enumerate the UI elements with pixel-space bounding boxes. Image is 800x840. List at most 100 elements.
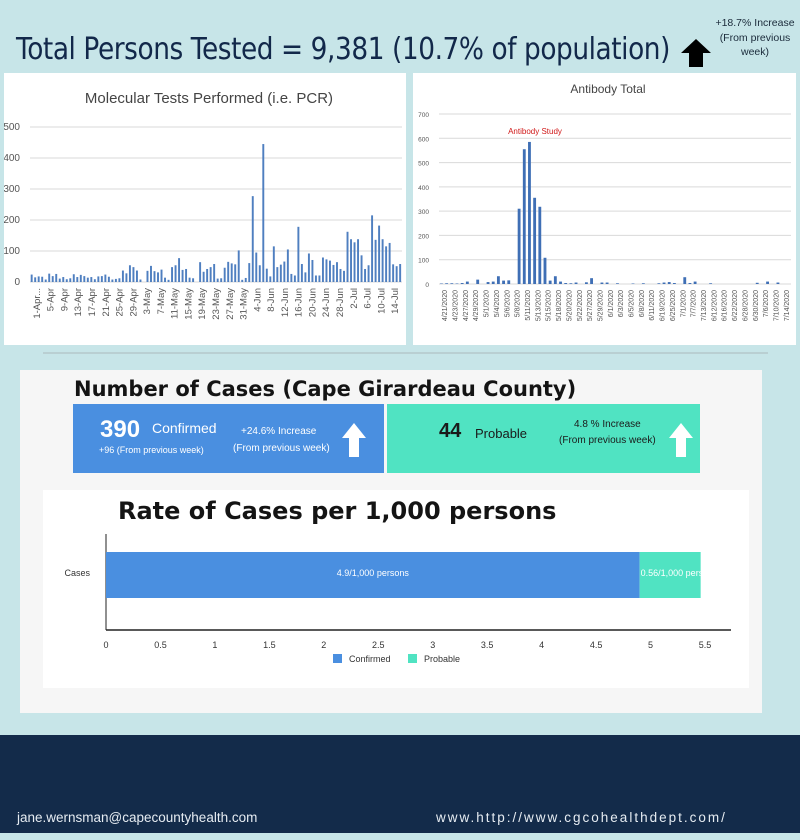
bar bbox=[188, 277, 191, 282]
x-tick-label: 11-May bbox=[170, 288, 181, 319]
bar bbox=[44, 279, 47, 282]
bar bbox=[564, 283, 568, 284]
bar bbox=[460, 283, 464, 284]
bar bbox=[167, 279, 170, 282]
y-tick-label: 0 bbox=[425, 282, 429, 289]
bar bbox=[667, 282, 671, 284]
x-tick-label: 5/27/2020 bbox=[587, 290, 594, 321]
bar bbox=[69, 278, 72, 282]
bar bbox=[693, 281, 697, 284]
bar bbox=[202, 271, 205, 282]
x-tick-label: 14-Jul bbox=[390, 288, 401, 314]
bar bbox=[48, 273, 51, 282]
probable-box: 44 Probable 4.8 % Increase (From previou… bbox=[387, 404, 700, 473]
divider bbox=[43, 352, 768, 354]
antibody-chart-panel: Antibody Total 0 100 200 300 400 500 600 700 4/21… bbox=[413, 73, 796, 345]
bar bbox=[392, 264, 395, 282]
probable-count: 44 bbox=[439, 420, 462, 442]
bar bbox=[164, 277, 166, 282]
bar bbox=[150, 265, 152, 282]
bar bbox=[276, 267, 279, 282]
x-tick-label: 16-Jun bbox=[294, 288, 305, 317]
bar bbox=[241, 279, 244, 282]
x-tick-label: 12-Jun bbox=[280, 288, 291, 317]
x-tick-label: 4.5 bbox=[590, 640, 603, 650]
x-tick-label: 6/28/2020 bbox=[742, 290, 749, 321]
rate-chart-title: Rate of Cases per 1,000 persons bbox=[118, 497, 557, 525]
bar bbox=[450, 283, 454, 284]
header-increase-line2: (From previous week) bbox=[719, 31, 791, 59]
y-tick-label: 0 bbox=[14, 277, 20, 288]
x-tick-label: 5/29/2020 bbox=[597, 290, 604, 321]
bar bbox=[385, 246, 388, 282]
bar bbox=[220, 278, 223, 282]
footer-website-link[interactable]: www.http://www.cgcohealthdept.com/ bbox=[436, 810, 727, 825]
x-tick-label: 23-May bbox=[211, 288, 222, 320]
x-tick-label: 7-May bbox=[156, 288, 167, 315]
bar bbox=[237, 250, 240, 282]
bar bbox=[486, 282, 490, 284]
header-title: Total Persons Tested = 9,381 (10.7% of p… bbox=[16, 32, 670, 67]
bar bbox=[121, 270, 124, 282]
bar bbox=[300, 264, 303, 282]
bar bbox=[37, 276, 40, 282]
bar bbox=[321, 257, 324, 282]
bar bbox=[378, 225, 381, 282]
x-tick-label: 5/13/2020 bbox=[535, 290, 542, 321]
antibody-chart: Antibody Total 0 100 200 300 400 500 600 700 4/21… bbox=[418, 82, 791, 321]
y-tick-label: 400 bbox=[4, 153, 20, 164]
x-tick-label: 5/18/2020 bbox=[556, 290, 563, 321]
bar bbox=[371, 215, 374, 282]
bar bbox=[496, 276, 500, 284]
bar bbox=[683, 277, 687, 284]
bar bbox=[304, 272, 307, 282]
bar bbox=[51, 276, 54, 282]
bar bbox=[584, 282, 588, 284]
bar bbox=[216, 278, 219, 282]
bar bbox=[381, 239, 384, 282]
bar bbox=[325, 259, 328, 282]
x-tick-label: 7/14/2020 bbox=[784, 290, 791, 321]
bar bbox=[269, 276, 272, 282]
y-tick-label: 200 bbox=[418, 233, 429, 240]
bar bbox=[657, 283, 661, 284]
up-arrow-icon bbox=[669, 423, 693, 457]
bar bbox=[388, 242, 391, 282]
bar bbox=[283, 261, 286, 282]
header-increase-line1: +18.7% Increase bbox=[715, 17, 795, 29]
bar-label-probable: 0.56/1,000 persons bbox=[641, 568, 719, 578]
x-tick-label: 5 bbox=[648, 640, 653, 650]
y-tick-label: 300 bbox=[4, 184, 20, 195]
bar bbox=[279, 264, 282, 282]
bar bbox=[97, 276, 100, 282]
bar bbox=[336, 262, 338, 282]
bar bbox=[58, 278, 61, 282]
y-tick-label: 400 bbox=[418, 185, 429, 192]
x-tick-label: 9-Apr bbox=[59, 288, 70, 311]
bar bbox=[364, 268, 367, 282]
bar bbox=[272, 246, 275, 282]
bar bbox=[146, 270, 149, 282]
category-label: Cases bbox=[64, 568, 90, 578]
header-increase: +18.7% Increase (From previous week) bbox=[712, 16, 798, 60]
x-tick-label: 4 bbox=[539, 640, 544, 650]
x-tick-label: 21-Apr bbox=[101, 288, 112, 317]
bar bbox=[465, 281, 469, 284]
bar bbox=[559, 281, 562, 284]
bar bbox=[350, 239, 352, 282]
bar bbox=[185, 268, 188, 282]
bar bbox=[766, 281, 769, 284]
bar bbox=[600, 282, 604, 284]
x-tick-label: 3 bbox=[430, 640, 435, 650]
x-tick-label: 5/15/2020 bbox=[546, 290, 553, 321]
bar bbox=[65, 279, 68, 282]
bar bbox=[104, 274, 107, 282]
bar-confirmed bbox=[106, 552, 640, 598]
bar bbox=[311, 259, 314, 282]
bar bbox=[641, 283, 645, 284]
footer-email-link[interactable]: jane.wernsman@capecountyhealth.com bbox=[17, 810, 258, 825]
up-arrow-icon bbox=[342, 423, 366, 457]
bar bbox=[199, 262, 202, 282]
bar bbox=[590, 278, 593, 284]
bar bbox=[314, 275, 317, 282]
